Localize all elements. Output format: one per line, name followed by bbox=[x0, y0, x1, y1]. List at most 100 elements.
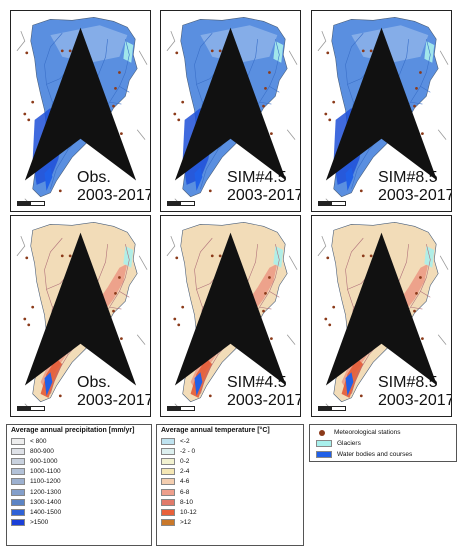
meteo-station-dot bbox=[413, 309, 416, 313]
precipitation-legend-item: 900-1000 bbox=[11, 456, 151, 466]
meteo-station-dot bbox=[218, 49, 222, 53]
meteo-station-dot bbox=[68, 49, 72, 53]
precipitation-legend-label: 1400-1500 bbox=[30, 508, 62, 516]
precipitation-swatch bbox=[11, 437, 25, 445]
meteo-station-dot bbox=[181, 100, 185, 104]
glacier-swatch bbox=[316, 440, 332, 447]
meteo-station-dot bbox=[326, 256, 330, 260]
meteo-station-dot bbox=[208, 394, 212, 398]
meteo-station-dot bbox=[218, 254, 222, 258]
temperature-legend-item: 2-4 bbox=[161, 467, 303, 477]
meteo-station-dot bbox=[25, 51, 29, 55]
precipitation-legend-label: < 800 bbox=[30, 437, 47, 445]
map-panel-temp-sim85: SIM#8.5 2003-2017 bbox=[311, 215, 452, 417]
precipitation-swatch bbox=[11, 468, 25, 476]
meteo-station-dot bbox=[112, 309, 115, 313]
meteo-station-dot bbox=[332, 100, 336, 104]
map-panel-temp-sim45: SIM#4.5 2003-2017 bbox=[160, 215, 301, 417]
meteo-station-dot bbox=[210, 49, 214, 53]
precipitation-legend-label: 1300-1400 bbox=[30, 498, 62, 506]
scale-bar bbox=[17, 406, 45, 411]
meteo-station-dot bbox=[173, 112, 177, 116]
river-course bbox=[119, 291, 130, 298]
temperature-swatch bbox=[161, 437, 175, 445]
meteo-station-dot bbox=[118, 276, 121, 279]
meteo-station-dot bbox=[58, 394, 62, 398]
meteo-station-dot bbox=[25, 256, 29, 260]
north-arrow-icon bbox=[174, 232, 287, 386]
temperature-legend: Average annual temperature [°C] <-2 -2 - … bbox=[156, 424, 304, 546]
precipitation-legend: Average annual precipitation [mm/yr] < 8… bbox=[6, 424, 152, 546]
temperature-legend-label: 6-8 bbox=[180, 488, 190, 496]
precipitation-legend-item: 800-900 bbox=[11, 446, 151, 456]
meteo-station-dot bbox=[369, 254, 373, 258]
temperature-legend-title: Average annual temperature [°C] bbox=[161, 427, 270, 434]
lake-water-body bbox=[345, 167, 354, 191]
meteo-station-dot bbox=[324, 112, 328, 116]
admin-boundary-line bbox=[317, 236, 449, 410]
temperature-legend-item: 0-2 bbox=[161, 456, 303, 466]
temperature-swatch bbox=[161, 519, 175, 527]
low-precip-zone bbox=[351, 25, 429, 63]
meteo-station-dot bbox=[114, 86, 117, 90]
temperature-legend-label: 10-12 bbox=[180, 508, 197, 516]
temperature-legend-item: -2 - 0 bbox=[161, 446, 303, 456]
panel-label: SIM#4.5 2003-2017 bbox=[227, 169, 301, 204]
meteo-station-dot bbox=[175, 256, 179, 260]
precipitation-legend-item: 1300-1400 bbox=[11, 497, 151, 507]
meteo-station-dot bbox=[421, 337, 424, 341]
lake-water-body bbox=[345, 372, 354, 396]
precipitation-swatch bbox=[11, 498, 25, 506]
precipitation-legend-item: 1200-1300 bbox=[11, 487, 151, 497]
meteo-station-dot bbox=[359, 394, 363, 398]
admin-boundary-line bbox=[16, 236, 148, 410]
low-precip-zone bbox=[50, 25, 128, 63]
scale-bar bbox=[167, 201, 195, 206]
panel-label: SIM#4.5 2003-2017 bbox=[227, 374, 301, 409]
north-arrow-icon bbox=[325, 27, 438, 181]
meteo-station-dot bbox=[332, 305, 336, 309]
temperature-legend-item: 10-12 bbox=[161, 507, 303, 517]
temperature-swatch bbox=[161, 478, 175, 486]
north-arrow-icon bbox=[174, 27, 287, 181]
temperature-swatch bbox=[161, 488, 175, 496]
water-swatch bbox=[316, 451, 332, 458]
precipitation-legend-item: 1100-1200 bbox=[11, 477, 151, 487]
meteo-station-dot bbox=[173, 317, 177, 321]
temperature-legend-item: <-2 bbox=[161, 436, 303, 446]
meteo-station-dot bbox=[268, 276, 271, 279]
meteo-station-dot bbox=[419, 71, 422, 74]
panel-label: SIM#8.5 2003-2017 bbox=[378, 169, 452, 204]
meteo-station-dot bbox=[328, 118, 332, 122]
precipitation-swatch bbox=[11, 508, 25, 516]
meteo-station-dot bbox=[68, 254, 72, 258]
precipitation-legend-label: 900-1000 bbox=[30, 457, 58, 465]
meteo-station-dot bbox=[264, 86, 267, 90]
meteo-station-dot bbox=[415, 291, 418, 295]
meteo-station-dot bbox=[177, 118, 181, 122]
temperature-swatch bbox=[161, 508, 175, 516]
meteo-station-dot bbox=[361, 254, 365, 258]
station-dot-icon bbox=[319, 429, 325, 436]
scale-bar bbox=[318, 406, 346, 411]
symbol-legend-item: Meteorological stations bbox=[316, 427, 456, 438]
temperature-legend-item: 4-6 bbox=[161, 477, 303, 487]
meteo-station-dot bbox=[27, 118, 31, 122]
map-panel-precip-sim45: SIM#4.5 2003-2017 bbox=[160, 10, 301, 212]
meteo-station-dot bbox=[270, 337, 273, 341]
precipitation-legend-label: 800-900 bbox=[30, 447, 54, 455]
meteo-station-dot bbox=[270, 132, 273, 136]
temperature-legend-label: <-2 bbox=[180, 437, 190, 445]
meteo-station-dot bbox=[369, 49, 373, 53]
temperature-legend-label: 2-4 bbox=[180, 468, 190, 476]
precipitation-legend-label: 1100-1200 bbox=[30, 478, 61, 486]
river-course bbox=[119, 86, 130, 93]
meteo-station-dot bbox=[419, 276, 422, 279]
meteo-station-dot bbox=[60, 254, 64, 258]
meteo-station-dot bbox=[27, 323, 31, 327]
meteo-station-dot bbox=[324, 317, 328, 321]
temperature-swatch bbox=[161, 498, 175, 506]
temperature-swatch bbox=[161, 447, 175, 455]
precipitation-swatch bbox=[11, 478, 25, 486]
meteo-station-dot bbox=[415, 86, 418, 90]
